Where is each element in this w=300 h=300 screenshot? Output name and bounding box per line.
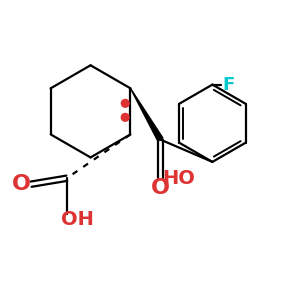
- Text: O: O: [151, 178, 170, 198]
- Circle shape: [121, 113, 129, 121]
- Text: HO: HO: [162, 169, 195, 188]
- Circle shape: [122, 100, 129, 107]
- Polygon shape: [130, 88, 163, 141]
- Text: O: O: [12, 174, 31, 194]
- Text: F: F: [223, 76, 235, 94]
- Text: OH: OH: [61, 210, 94, 229]
